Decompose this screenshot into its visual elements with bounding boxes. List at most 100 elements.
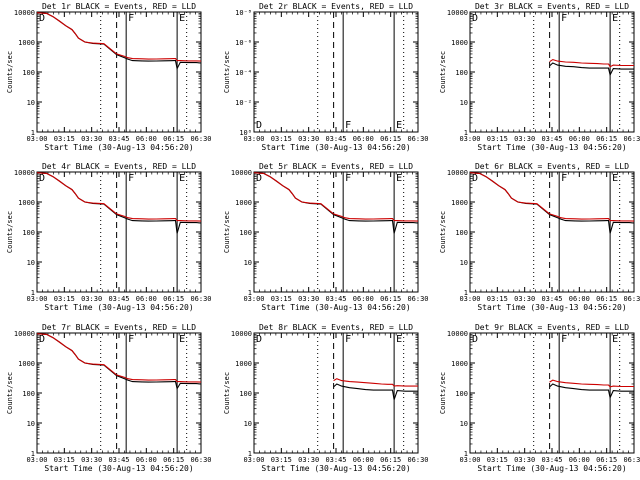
plot-frame	[36, 332, 202, 454]
x-tick-label: 03:00	[26, 135, 47, 143]
y-tick-label: 100	[22, 229, 35, 237]
x-tick-label: 06:30	[190, 295, 211, 303]
y-tick-label: 1000	[451, 360, 468, 368]
y-tick-label: 1	[248, 450, 252, 458]
x-tick-label: 03:15	[271, 456, 292, 464]
y-tick-label: 100	[455, 229, 468, 237]
detector-panel: Det 3r BLACK = Events, RED = LLD 1 10 100 10…	[439, 2, 640, 152]
panel-title: Det 8r BLACK = Events, RED = LLD	[259, 323, 413, 332]
x-tick-label: 03:30	[514, 456, 535, 464]
marker-letter: F	[345, 120, 351, 131]
series-line	[549, 383, 634, 400]
marker-letter: D	[39, 13, 45, 24]
y-tick-label: 1000	[235, 360, 252, 368]
y-tick-label: 1	[464, 129, 468, 137]
x-tick-label: 03:15	[487, 456, 508, 464]
detector-panel: Det 7r BLACK = Events, RED = LLD 1 10 100 10…	[6, 323, 212, 473]
x-tick-label: 03:15	[487, 135, 508, 143]
panel-title: Det 3r BLACK = Events, RED = LLD	[475, 2, 629, 11]
panel-title: Det 2r BLACK = Events, RED = LLD	[259, 2, 413, 11]
marker-letter: D	[256, 120, 262, 131]
marker-letter: F	[128, 13, 134, 24]
x-tick-label: 03:00	[459, 456, 480, 464]
x-tick-label: 03:45	[325, 135, 346, 143]
y-tick-label: 10⁰	[239, 129, 252, 137]
y-tick-label: 100	[455, 69, 468, 77]
marker-letter: D	[39, 173, 45, 184]
y-axis-label: Counts/sec	[223, 211, 231, 253]
series-line	[469, 172, 635, 234]
series-line	[253, 172, 419, 234]
y-tick-label: 10	[460, 420, 468, 428]
x-tick-label: 06:00	[569, 295, 590, 303]
x-tick-label: 06:15	[163, 135, 184, 143]
y-tick-label: 10⁻⁴	[235, 69, 252, 77]
marker-letter: F	[561, 13, 567, 24]
y-tick-label: 10000	[14, 9, 35, 17]
x-tick-label: 03:45	[541, 295, 562, 303]
y-tick-label: 1000	[18, 199, 35, 207]
y-tick-label: 1	[31, 289, 35, 297]
x-tick-label: 06:00	[353, 456, 374, 464]
y-tick-label: 10000	[14, 169, 35, 177]
y-tick-label: 10	[244, 420, 252, 428]
x-axis-label: Start Time (30-Aug-13 04:56:20)	[44, 303, 193, 312]
y-tick-label: 1	[248, 289, 252, 297]
x-tick-label: 03:30	[514, 295, 535, 303]
marker-letter: E	[612, 13, 618, 24]
y-tick-label: 10000	[231, 330, 252, 338]
x-tick-label: 06:30	[407, 456, 428, 464]
x-axis-label: Start Time (30-Aug-13 04:56:20)	[477, 464, 626, 473]
y-tick-label: 1000	[235, 199, 252, 207]
x-tick-label: 06:30	[407, 135, 428, 143]
y-tick-label: 10	[27, 259, 35, 267]
marker-letter: D	[472, 173, 478, 184]
x-tick-label: 03:30	[298, 295, 319, 303]
marker-letter: D	[39, 334, 45, 345]
y-axis-label: Counts/sec	[6, 372, 14, 414]
detector-panel: Det 9r BLACK = Events, RED = LLD 1 10 100 10…	[439, 323, 640, 473]
y-tick-label: 100	[22, 390, 35, 398]
x-tick-label: 03:30	[81, 295, 102, 303]
x-tick-label: 03:00	[26, 456, 47, 464]
marker-letter: E	[179, 13, 185, 24]
y-axis-label: Counts/sec	[439, 211, 447, 253]
x-tick-label: 06:15	[163, 456, 184, 464]
marker-letter: F	[561, 334, 567, 345]
y-axis-label: Counts/sec	[223, 51, 231, 93]
y-tick-label: 1	[31, 450, 35, 458]
marker-letter: D	[472, 13, 478, 24]
marker-letter: F	[128, 334, 134, 345]
y-axis-label: Counts/sec	[439, 51, 447, 93]
x-tick-label: 03:30	[81, 456, 102, 464]
x-tick-label: 06:30	[190, 135, 211, 143]
y-axis-label: Counts/sec	[6, 51, 14, 93]
detector-panel: Det 5r BLACK = Events, RED = LLD 1 10 100 10…	[223, 162, 429, 312]
y-tick-label: 10⁻⁸	[235, 9, 252, 17]
y-tick-label: 10000	[447, 9, 468, 17]
x-tick-label: 03:00	[459, 295, 480, 303]
x-tick-label: 06:15	[596, 135, 617, 143]
x-tick-label: 06:00	[136, 456, 157, 464]
y-tick-label: 100	[455, 390, 468, 398]
panel-title: Det 5r BLACK = Events, RED = LLD	[259, 162, 413, 171]
x-tick-label: 03:30	[81, 135, 102, 143]
marker-letter: F	[561, 173, 567, 184]
x-axis-label: Start Time (30-Aug-13 04:56:20)	[477, 143, 626, 152]
detector-panel: Det 8r BLACK = Events, RED = LLD 1 10 100 10…	[223, 323, 429, 473]
marker-letter: E	[179, 334, 185, 345]
x-tick-label: 03:30	[514, 135, 535, 143]
marker-letter: D	[256, 173, 262, 184]
x-tick-label: 03:45	[325, 456, 346, 464]
y-tick-label: 10000	[447, 330, 468, 338]
y-tick-label: 10⁻⁶	[235, 39, 252, 47]
x-tick-label: 06:30	[623, 135, 640, 143]
x-tick-label: 06:15	[380, 456, 401, 464]
series-line	[36, 172, 202, 222]
x-tick-label: 03:45	[325, 295, 346, 303]
marker-letter: E	[396, 334, 402, 345]
plot-frame	[36, 11, 202, 133]
series-line	[36, 333, 202, 383]
series-line	[549, 62, 634, 77]
detector-panel: Det 1r BLACK = Events, RED = LLD 1 10 100 10…	[6, 2, 212, 152]
